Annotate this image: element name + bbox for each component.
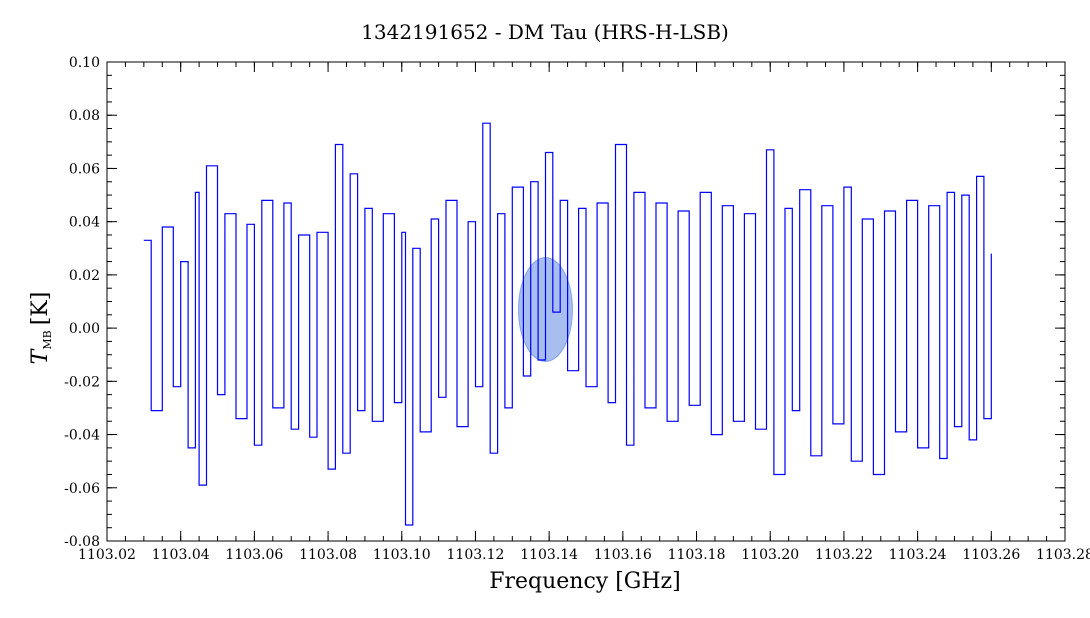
y-tick-label: 0.10 xyxy=(69,55,100,71)
y-axis-title-main: T xyxy=(28,347,53,364)
x-tick-label: 1103.22 xyxy=(815,547,873,563)
x-tick-label: 1103.16 xyxy=(594,547,652,563)
x-tick-label: 1103.26 xyxy=(962,547,1020,563)
x-tick-label: 1103.18 xyxy=(668,547,726,563)
x-tick-label: 1103.02 xyxy=(78,547,136,563)
spectrum-line xyxy=(143,122,992,526)
x-tick-label: 1103.06 xyxy=(225,547,283,563)
y-tick-label: 0.04 xyxy=(69,215,100,231)
y-axis: -0.08 -0.06 -0.04 -0.02 0.00 0.02 0.04 0.06 0.08… xyxy=(64,55,1065,550)
x-axis: 1103.02 1103.04 1103.06 1103.08 1103.10 1103.… xyxy=(78,62,1090,563)
svg-text:TMB[K]: TMB [K] xyxy=(28,292,54,365)
x-axis-title: Frequency [GHz] xyxy=(489,569,681,594)
y-tick-label: -0.08 xyxy=(64,534,100,550)
y-axis-title-sub: MB xyxy=(41,330,54,349)
x-tick-label: 1103.10 xyxy=(373,547,431,563)
x-tick-label: 1103.08 xyxy=(299,547,357,563)
x-tick-label: 1103.20 xyxy=(741,547,799,563)
x-tick-label: 1103.28 xyxy=(1036,547,1090,563)
y-tick-label: -0.06 xyxy=(64,481,100,497)
y-tick-label: 0.00 xyxy=(69,321,100,337)
y-tick-label: -0.04 xyxy=(64,428,100,444)
y-tick-label: 0.06 xyxy=(69,161,100,177)
x-tick-label: 1103.24 xyxy=(889,547,947,563)
x-tick-label: 1103.04 xyxy=(152,547,210,563)
chart-title: 1342191652 - DM Tau (HRS-H-LSB) xyxy=(361,20,729,44)
plot-area xyxy=(143,122,992,526)
y-axis-title-unit: [K] xyxy=(28,292,53,326)
y-tick-label: 0.02 xyxy=(69,268,100,284)
y-tick-label: 0.08 xyxy=(69,108,100,124)
x-tick-label: 1103.12 xyxy=(447,547,505,563)
y-tick-label: -0.02 xyxy=(64,374,100,390)
x-tick-label: 1103.14 xyxy=(520,547,578,563)
y-axis-title: TMB [K] xyxy=(28,292,54,365)
